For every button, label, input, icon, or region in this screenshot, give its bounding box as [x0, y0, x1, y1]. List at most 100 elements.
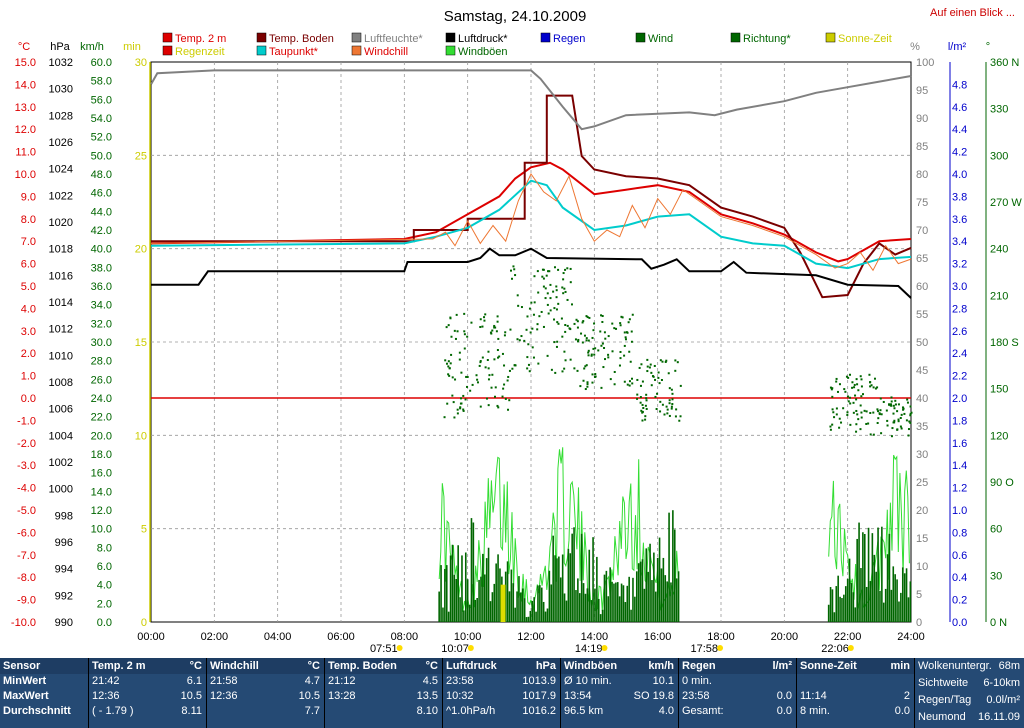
legend-swatch: [162, 45, 173, 56]
stats-value: 1013.9: [522, 675, 556, 687]
stats-temp2m-title: Temp. 2 m: [92, 660, 146, 672]
direction-point: [835, 377, 838, 380]
direction-point: [566, 267, 569, 270]
direction-point: [496, 404, 499, 407]
direction-point: [580, 332, 583, 335]
direction-point: [520, 306, 523, 309]
direction-point: [553, 307, 556, 310]
direction-point: [587, 351, 590, 354]
direction-point: [561, 370, 564, 373]
temp-tick: 9.0: [21, 191, 36, 203]
stats-extra-label: Regen/Tag: [918, 694, 972, 706]
direction-point: [508, 369, 511, 372]
sun-time-bar: [500, 584, 506, 622]
direction-tick: 300: [990, 150, 1008, 162]
direction-point: [581, 321, 584, 324]
legend-swatch: [256, 45, 267, 56]
direction-point: [528, 370, 531, 373]
direction-point: [908, 420, 911, 423]
direction-point: [630, 330, 633, 333]
rain-tick: 4.2: [952, 147, 967, 159]
direction-point: [644, 418, 647, 421]
direction-point: [833, 416, 836, 419]
stats-time: 21:58: [210, 675, 238, 687]
direction-point: [594, 347, 597, 350]
legend-label: Regenzeit: [175, 46, 225, 58]
wind-tick: 40.0: [91, 244, 112, 256]
rain-tick: 0.0: [952, 617, 967, 629]
direction-tick: 180 S: [990, 337, 1019, 349]
percent-tick: 30: [916, 449, 928, 461]
direction-point: [639, 384, 642, 387]
direction-point: [668, 414, 671, 417]
direction-point: [576, 369, 579, 372]
direction-point: [497, 337, 500, 340]
legend-swatch: [351, 45, 362, 56]
direction-point: [594, 373, 597, 376]
wind-tick: 60.0: [91, 57, 112, 69]
direction-point: [494, 395, 497, 398]
stats-windchill-column: Windchill °C 21:58 4.7 12:36 10.5 7.7: [206, 658, 324, 728]
pressure-tick: 1000: [49, 484, 73, 496]
stats-row-label: MaxWert: [3, 690, 49, 702]
direction-point: [504, 397, 507, 400]
percent-tick: 65: [916, 253, 928, 265]
direction-point: [631, 313, 634, 316]
direction-point: [525, 328, 528, 331]
direction-point: [645, 407, 648, 410]
direction-point: [851, 381, 854, 384]
direction-point: [876, 386, 879, 389]
direction-point: [675, 408, 678, 411]
direction-point: [548, 270, 551, 273]
direction-point: [889, 403, 892, 406]
direction-point: [574, 338, 577, 341]
direction-point: [869, 381, 872, 384]
stats-time: 23:58: [446, 675, 474, 687]
sun-marker-label: 10:07: [441, 643, 469, 655]
direction-point: [511, 277, 514, 280]
direction-point: [447, 373, 450, 376]
direction-point: [670, 405, 673, 408]
rain-tick: 1.4: [952, 460, 967, 472]
direction-point: [636, 393, 639, 396]
sun-marker-label: 14:19: [575, 643, 603, 655]
rain-tick: 3.6: [952, 214, 967, 226]
stats-value: 2: [903, 690, 910, 702]
direction-point: [670, 388, 673, 391]
percent-tick: 55: [916, 309, 928, 321]
direction-point: [860, 385, 863, 388]
stats-time: ^1.0hPa/h: [446, 705, 496, 717]
direction-point: [831, 423, 834, 426]
direction-point: [526, 315, 529, 318]
direction-point: [854, 394, 857, 397]
direction-point: [893, 407, 896, 410]
direction-point: [494, 386, 497, 389]
direction-point: [444, 359, 447, 362]
minute-tick: 0: [141, 617, 147, 629]
direction-point: [670, 407, 673, 410]
direction-point: [897, 418, 900, 421]
pressure-tick: 990: [55, 617, 73, 629]
direction-point: [831, 395, 834, 398]
direction-point: [860, 416, 863, 419]
direction-point: [613, 383, 616, 386]
direction-point: [537, 362, 540, 365]
direction-point: [671, 398, 674, 401]
direction-point: [644, 404, 647, 407]
direction-point: [829, 428, 832, 431]
stats-value: 4.0: [658, 705, 674, 717]
pressure-tick: 1008: [49, 377, 73, 389]
direction-point: [588, 316, 591, 319]
overview-link[interactable]: Auf einen Blick ...: [930, 7, 1015, 19]
legend-label: Regen: [553, 33, 585, 45]
stats-extra-label: Sichtweite: [918, 677, 969, 689]
direction-point: [513, 268, 516, 271]
time-tick: 00:00: [137, 631, 165, 643]
stats-time: 13:28: [328, 690, 356, 702]
grid: [150, 61, 912, 623]
direction-tick: 240: [990, 244, 1008, 256]
direction-point: [447, 365, 450, 368]
stats-value: 0.0: [894, 705, 910, 717]
direction-point: [576, 326, 579, 329]
direction-point: [591, 381, 594, 384]
